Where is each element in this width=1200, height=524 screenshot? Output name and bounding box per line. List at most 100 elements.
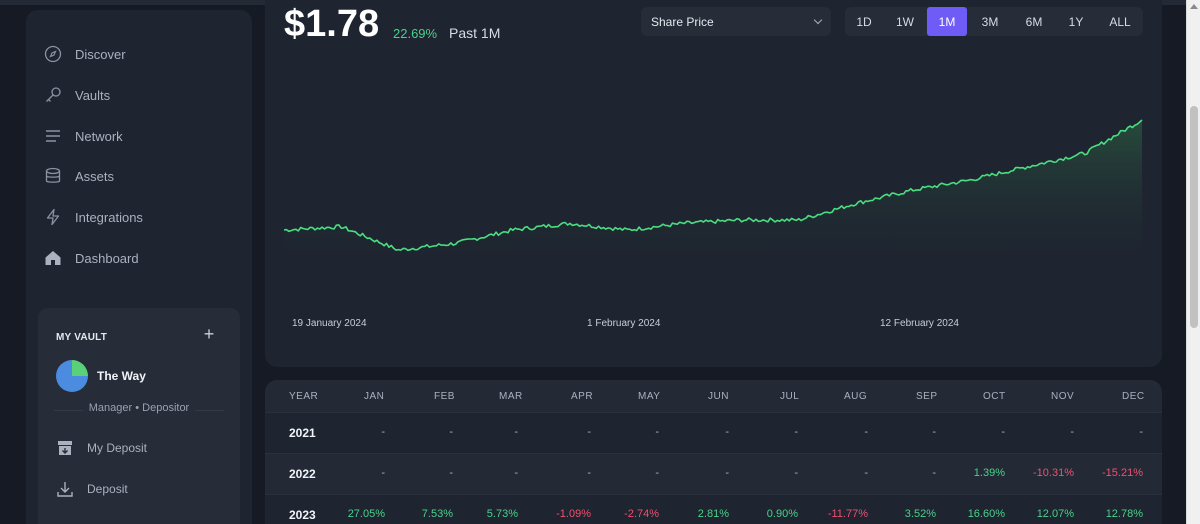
- column-header: NOV: [1051, 391, 1075, 402]
- return-cell: -1.09%: [556, 508, 591, 520]
- return-cell: 3.52%: [904, 508, 936, 520]
- vault-role-text: Manager • Depositor: [82, 402, 196, 414]
- return-cell: -2.74%: [624, 508, 659, 520]
- column-header: SEP: [916, 391, 938, 402]
- nav-item-vaults[interactable]: Vaults: [44, 83, 110, 107]
- column-header: JUN: [708, 391, 729, 402]
- range-1y-button[interactable]: 1Y: [1068, 14, 1084, 29]
- return-cell: 16.60%: [967, 508, 1005, 520]
- list-icon: [46, 130, 60, 142]
- vault-link-label: My Deposit: [87, 441, 148, 455]
- table-row: 2021 - - - - - - - - - - - -: [265, 412, 1162, 453]
- return-cell: -10.31%: [1033, 467, 1074, 479]
- column-header: JUL: [780, 391, 800, 402]
- share-price-chart[interactable]: [284, 80, 1144, 280]
- return-cell: -: [381, 467, 385, 479]
- price-area: [284, 120, 1142, 280]
- home-icon: [45, 251, 61, 265]
- x-tick-label: 12 February 2024: [880, 318, 959, 329]
- return-cell: 12.07%: [1036, 508, 1074, 520]
- lightning-icon: [46, 208, 60, 226]
- page-scrollbar[interactable]: [1186, 0, 1200, 524]
- price-change: 22.69%: [393, 26, 438, 41]
- year-cell: 2023: [289, 508, 316, 522]
- range-all-button[interactable]: ALL: [1109, 14, 1131, 29]
- nav-label: Network: [75, 128, 123, 144]
- range-1m-button[interactable]: 1M: [927, 7, 967, 36]
- return-cell: -: [449, 467, 453, 479]
- return-cell: -: [794, 467, 798, 479]
- range-1d-button[interactable]: 1D: [856, 14, 872, 29]
- return-cell: 5.73%: [486, 508, 518, 520]
- return-cell: -: [932, 426, 936, 438]
- nav-item-assets[interactable]: Assets: [44, 164, 114, 188]
- add-vault-button[interactable]: +: [203, 324, 215, 344]
- return-cell: -: [587, 426, 591, 438]
- range-6m-button[interactable]: 6M: [1025, 14, 1043, 29]
- price-period: Past 1M: [449, 25, 501, 41]
- return-cell: -: [449, 426, 453, 438]
- return-cell: -: [932, 467, 936, 479]
- return-cell: 1.39%: [973, 467, 1005, 479]
- nav-label: Integrations: [75, 209, 143, 225]
- metric-select[interactable]: Share Price: [641, 7, 831, 36]
- return-cell: -: [655, 426, 659, 438]
- metric-select-value: Share Price: [651, 15, 714, 29]
- column-header: FEB: [434, 391, 455, 402]
- my-vault-card: MY VAULT + The Way Manager • Depositor M…: [38, 308, 240, 524]
- return-cell: -: [794, 426, 798, 438]
- return-cell: -: [864, 467, 868, 479]
- return-cell: 12.78%: [1105, 508, 1143, 520]
- nav-item-integrations[interactable]: Integrations: [44, 205, 143, 229]
- inbox-icon: [58, 441, 72, 455]
- scrollbar-thumb[interactable]: [1190, 106, 1198, 328]
- return-cell: -: [1070, 426, 1074, 438]
- return-cell: -15.21%: [1102, 467, 1143, 479]
- monthly-returns-table: YEAR JAN FEB MAR APR MAY JUN JUL AUG SEP…: [265, 380, 1162, 524]
- nav-label: Assets: [75, 168, 115, 184]
- column-header: YEAR: [289, 391, 319, 402]
- vault-name[interactable]: The Way: [97, 369, 146, 383]
- table-row: 2022 - - - - - - - - - 1.39% -10.31% -15.21%: [265, 453, 1162, 494]
- return-cell: 2.81%: [697, 508, 729, 520]
- table-header: YEAR JAN FEB MAR APR MAY JUN JUL AUG SEP…: [265, 380, 1162, 412]
- nav-label: Vaults: [75, 87, 111, 103]
- return-cell: 7.53%: [421, 508, 453, 520]
- return-cell: -: [381, 426, 385, 438]
- download-icon: [57, 482, 73, 497]
- return-cell: -: [514, 426, 518, 438]
- nav-item-discover[interactable]: Discover: [44, 42, 126, 66]
- compass-icon: [44, 45, 62, 63]
- range-selector: 1D 1W 1M 3M 6M 1Y ALL: [845, 7, 1143, 36]
- nav-label: Dashboard: [75, 250, 139, 266]
- return-cell: -: [514, 467, 518, 479]
- deposit-link[interactable]: Deposit: [56, 478, 128, 500]
- price-line: [284, 119, 1143, 252]
- return-cell: -: [655, 467, 659, 479]
- range-3m-button[interactable]: 3M: [981, 14, 999, 29]
- vault-link-label: Deposit: [87, 482, 128, 496]
- column-header: APR: [571, 391, 594, 402]
- nav-item-network[interactable]: Network: [44, 124, 123, 148]
- column-header: MAR: [499, 391, 523, 402]
- key-icon: [46, 87, 61, 102]
- scroll-up-arrow-icon[interactable]: [1190, 4, 1198, 9]
- nav-item-dashboard[interactable]: Dashboard: [44, 246, 139, 270]
- return-cell: -: [725, 426, 729, 438]
- range-1w-button[interactable]: 1W: [896, 14, 914, 29]
- column-header: MAY: [638, 391, 661, 402]
- column-header: AUG: [844, 391, 868, 402]
- vault-header: MY VAULT: [56, 332, 108, 343]
- column-header: DEC: [1122, 391, 1145, 402]
- year-cell: 2021: [289, 426, 316, 440]
- price-chart-card: $1.78 22.69% Past 1M Share Price 1D 1W 1…: [265, 0, 1162, 367]
- vault-role: Manager • Depositor: [38, 402, 240, 414]
- return-cell: -: [864, 426, 868, 438]
- column-header: JAN: [364, 391, 385, 402]
- return-cell: 0.90%: [766, 508, 798, 520]
- vault-avatar[interactable]: [56, 360, 88, 392]
- nav-label: Discover: [75, 46, 126, 62]
- table-row: 2023 27.05% 7.53% 5.73% -1.09% -2.74% 2.81% 0.9…: [265, 494, 1162, 524]
- my-deposit-link[interactable]: My Deposit: [56, 437, 147, 459]
- return-cell: -: [587, 467, 591, 479]
